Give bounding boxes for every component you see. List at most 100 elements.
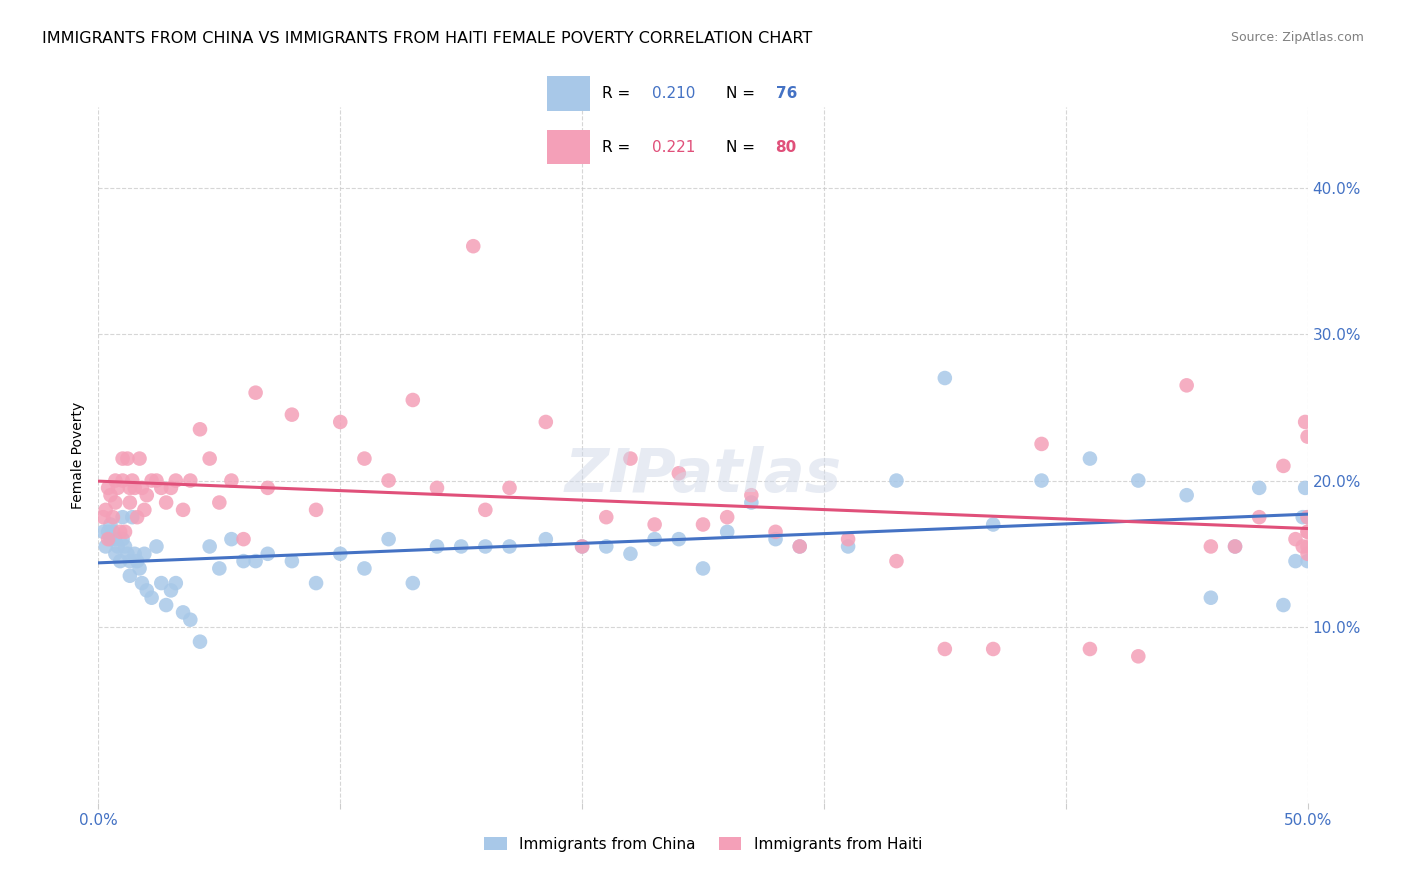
Point — [232, 532, 254, 546]
Point — [111, 532, 134, 546]
Point — [1128, 649, 1150, 664]
Point — [692, 561, 714, 575]
Point — [1292, 510, 1315, 524]
Point — [571, 540, 593, 554]
Text: N =: N = — [725, 87, 759, 102]
Point — [160, 481, 183, 495]
Text: N =: N = — [725, 139, 759, 154]
Point — [97, 532, 120, 546]
Point — [1175, 378, 1198, 392]
Point — [886, 554, 908, 568]
Point — [981, 642, 1004, 657]
Y-axis label: Female Poverty: Female Poverty — [72, 401, 86, 508]
Point — [111, 474, 134, 488]
Point — [1296, 429, 1319, 443]
Point — [91, 510, 114, 524]
Point — [134, 503, 156, 517]
Point — [1175, 488, 1198, 502]
Point — [104, 495, 127, 509]
Point — [740, 495, 762, 509]
Point — [94, 540, 117, 554]
Point — [305, 503, 328, 517]
Point — [179, 474, 201, 488]
Point — [1199, 591, 1222, 605]
Point — [179, 613, 201, 627]
Point — [1296, 510, 1319, 524]
Point — [141, 474, 163, 488]
Point — [934, 642, 956, 657]
Point — [104, 532, 127, 546]
Point — [198, 540, 221, 554]
Point — [1223, 540, 1246, 554]
Text: 0.221: 0.221 — [652, 139, 695, 154]
Point — [135, 583, 157, 598]
Point — [450, 540, 472, 554]
Point — [426, 481, 449, 495]
Point — [256, 481, 278, 495]
Point — [1294, 415, 1316, 429]
Point — [107, 481, 129, 495]
Point — [1284, 554, 1306, 568]
Point — [619, 547, 641, 561]
Point — [121, 510, 143, 524]
Point — [377, 532, 399, 546]
Text: ZIPatlas: ZIPatlas — [564, 446, 842, 505]
Point — [135, 488, 157, 502]
Point — [353, 451, 375, 466]
Point — [402, 392, 425, 407]
Point — [100, 488, 122, 502]
Point — [160, 583, 183, 598]
Point — [644, 517, 666, 532]
Point — [118, 568, 141, 582]
Point — [789, 540, 811, 554]
Point — [124, 547, 146, 561]
Point — [121, 474, 143, 488]
Point — [474, 503, 496, 517]
Point — [1249, 481, 1271, 495]
Point — [571, 540, 593, 554]
Legend: Immigrants from China, Immigrants from Haiti: Immigrants from China, Immigrants from H… — [478, 830, 928, 858]
Point — [619, 451, 641, 466]
Point — [377, 474, 399, 488]
Point — [100, 517, 122, 532]
Point — [114, 540, 136, 554]
Point — [101, 524, 124, 539]
Point — [118, 554, 141, 568]
Point — [155, 598, 177, 612]
Point — [108, 524, 131, 539]
Point — [595, 540, 617, 554]
Point — [1031, 437, 1053, 451]
Point — [281, 554, 304, 568]
Point — [692, 517, 714, 532]
Point — [107, 540, 129, 554]
Point — [1223, 540, 1246, 554]
Point — [305, 576, 328, 591]
Point — [111, 451, 134, 466]
Text: R =: R = — [602, 87, 636, 102]
Point — [595, 510, 617, 524]
Point — [256, 547, 278, 561]
Point — [1031, 474, 1053, 488]
Point — [91, 524, 114, 539]
Point — [1292, 540, 1315, 554]
Point — [1296, 510, 1319, 524]
Point — [740, 488, 762, 502]
Point — [1128, 474, 1150, 488]
Point — [498, 540, 520, 554]
Point — [789, 540, 811, 554]
Point — [1249, 510, 1271, 524]
Point — [534, 415, 557, 429]
Point — [165, 474, 187, 488]
Point — [534, 532, 557, 546]
Point — [165, 576, 187, 591]
Point — [1199, 540, 1222, 554]
Point — [124, 481, 146, 495]
Point — [104, 474, 127, 488]
Point — [117, 451, 139, 466]
Point — [111, 510, 134, 524]
Point — [668, 467, 690, 481]
Text: IMMIGRANTS FROM CHINA VS IMMIGRANTS FROM HAITI FEMALE POVERTY CORRELATION CHART: IMMIGRANTS FROM CHINA VS IMMIGRANTS FROM… — [42, 31, 813, 46]
Point — [94, 503, 117, 517]
Point — [1296, 524, 1319, 539]
Point — [1296, 524, 1319, 539]
